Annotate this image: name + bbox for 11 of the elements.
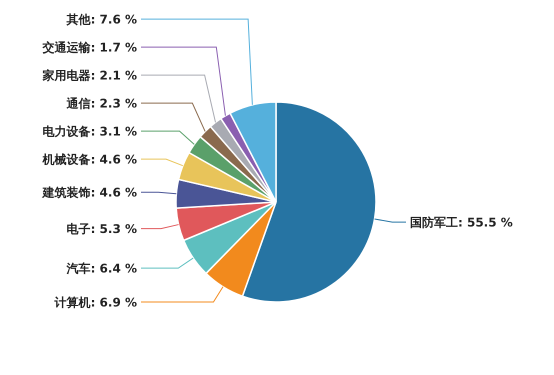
slice-label: 电子: 5.3 %: [66, 222, 137, 236]
slice-label: 汽车: 6.4 %: [66, 261, 137, 276]
slice-label: 国防军工: 55.5 %: [410, 215, 513, 230]
slice-label: 电力设备: 3.1 %: [42, 124, 137, 138]
slice-label: 计算机: 6.9 %: [54, 295, 137, 310]
slice-label: 家用电器: 2.1 %: [42, 68, 137, 82]
slice-label: 其他: 7.6 %: [66, 12, 137, 26]
slice-label: 机械设备: 4.6 %: [42, 152, 137, 166]
slice-label: 通信: 2.3 %: [66, 96, 137, 110]
slice-label: 建筑装饰: 4.6 %: [42, 185, 137, 200]
slice-label: 交通运输: 1.7 %: [42, 40, 137, 54]
